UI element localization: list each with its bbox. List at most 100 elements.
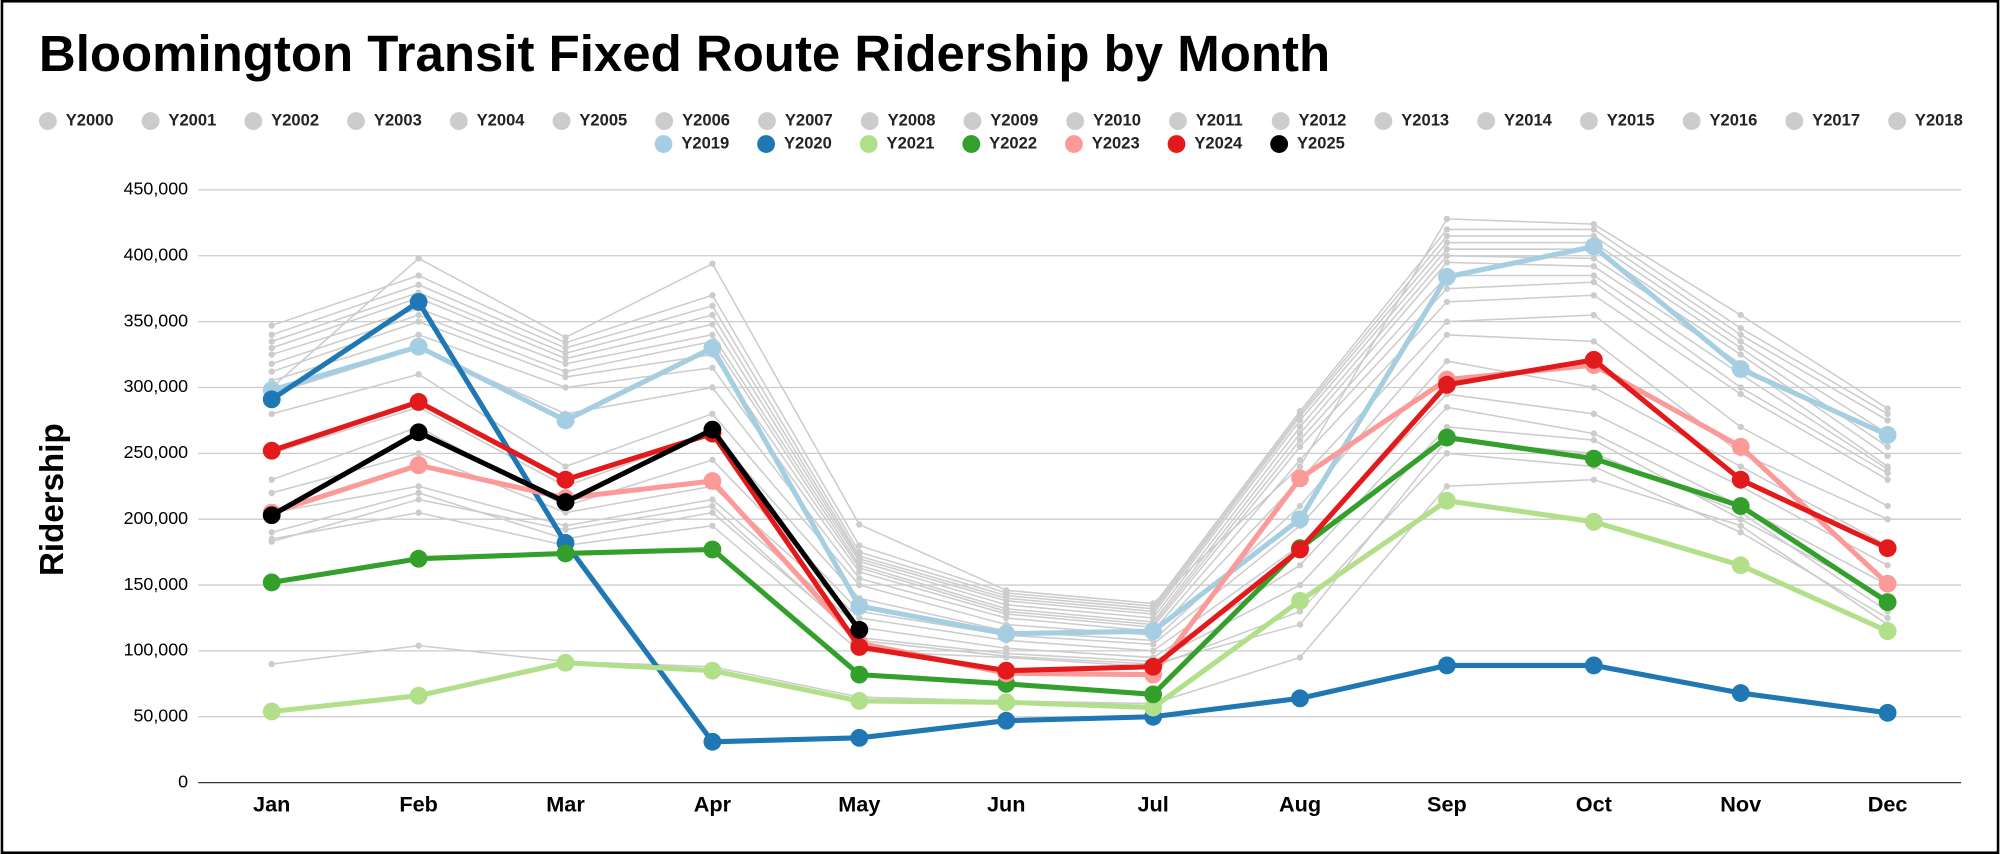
data-point xyxy=(1731,556,1750,575)
data-point xyxy=(1437,375,1456,394)
data-point xyxy=(1296,456,1304,464)
data-point xyxy=(409,337,428,356)
data-point xyxy=(562,463,569,470)
legend-swatch xyxy=(1682,112,1701,131)
data-point xyxy=(709,522,716,529)
legend-swatch xyxy=(655,112,674,131)
data-point xyxy=(1291,510,1309,529)
data-point xyxy=(1884,614,1891,622)
data-point xyxy=(1590,226,1598,233)
data-point xyxy=(556,544,575,563)
data-point xyxy=(1584,512,1603,531)
data-point xyxy=(1437,267,1456,286)
data-point xyxy=(1590,384,1598,391)
legend-swatch xyxy=(757,135,776,153)
series-line xyxy=(271,452,1889,668)
data-point xyxy=(415,272,422,279)
data-point xyxy=(1590,311,1598,319)
data-point xyxy=(409,393,428,411)
data-point xyxy=(1737,423,1744,431)
data-point xyxy=(409,686,428,705)
data-point xyxy=(709,302,716,310)
data-point xyxy=(1144,657,1163,676)
data-point xyxy=(1590,255,1598,262)
data-point xyxy=(1884,410,1891,418)
legend-swatch xyxy=(963,112,982,131)
data-point xyxy=(415,255,422,262)
data-point xyxy=(1737,390,1744,398)
data-point xyxy=(415,642,422,649)
data-point xyxy=(268,529,275,536)
data-point xyxy=(1884,452,1891,460)
y-tick-label: 350,000 xyxy=(124,310,189,330)
data-point xyxy=(1584,656,1603,675)
x-tick-label: Jan xyxy=(253,791,290,816)
data-point xyxy=(856,542,863,549)
y-tick-label: 250,000 xyxy=(124,442,189,462)
data-point xyxy=(1731,470,1750,489)
data-point xyxy=(268,410,275,418)
data-point xyxy=(1443,450,1451,457)
data-point xyxy=(1884,516,1891,523)
series-line xyxy=(271,218,1889,605)
legend-swatch xyxy=(1374,112,1393,131)
legend-label: Y2025 xyxy=(1297,133,1345,152)
legend-swatch xyxy=(1167,135,1186,153)
data-point xyxy=(709,364,716,371)
data-point xyxy=(1437,491,1456,510)
data-point xyxy=(1878,425,1897,444)
data-point xyxy=(1443,331,1451,338)
legend-label: Y2019 xyxy=(681,133,729,152)
data-point xyxy=(850,597,869,616)
data-point xyxy=(562,526,569,533)
data-point xyxy=(1884,405,1891,412)
data-point xyxy=(856,521,863,528)
legend-label: Y2016 xyxy=(1709,110,1757,129)
data-point xyxy=(1590,220,1598,228)
data-point xyxy=(262,390,281,409)
x-tick-label: Sep xyxy=(1427,791,1467,816)
data-point xyxy=(1291,591,1309,610)
data-point xyxy=(1443,298,1451,306)
data-point xyxy=(856,614,863,622)
data-point xyxy=(997,693,1016,712)
legend-swatch xyxy=(1065,135,1083,153)
x-tick-label: Dec xyxy=(1868,791,1908,816)
series-line xyxy=(271,255,1889,619)
data-point xyxy=(409,456,428,475)
data-point xyxy=(1878,622,1897,641)
data-point xyxy=(703,339,722,357)
data-point xyxy=(562,339,569,346)
data-point xyxy=(1878,593,1897,612)
data-point xyxy=(1149,600,1157,607)
data-point xyxy=(709,496,716,503)
legend-label: Y2004 xyxy=(477,110,526,129)
x-tick-label: Mar xyxy=(546,791,585,816)
data-point xyxy=(997,624,1016,643)
data-point xyxy=(1590,430,1598,437)
series-line xyxy=(271,274,1889,626)
data-point xyxy=(409,292,428,311)
legend-label: Y2011 xyxy=(1196,110,1243,129)
legend-label: Y2017 xyxy=(1812,110,1860,129)
legend-swatch xyxy=(860,112,879,131)
data-point xyxy=(850,638,869,656)
legend-label: Y2014 xyxy=(1504,110,1553,129)
data-point xyxy=(1590,476,1598,483)
series-line xyxy=(271,261,1889,623)
data-point xyxy=(409,549,428,568)
data-point xyxy=(1296,608,1304,615)
data-point xyxy=(703,732,722,751)
x-tick-label: Feb xyxy=(399,791,438,816)
data-point xyxy=(1291,540,1309,559)
series-line xyxy=(271,406,1888,659)
data-point xyxy=(1443,404,1451,411)
data-point xyxy=(1590,278,1598,286)
legend-swatch xyxy=(1169,112,1187,131)
data-point xyxy=(415,371,422,378)
legend-swatch xyxy=(449,112,468,131)
data-point xyxy=(1737,529,1744,536)
data-point xyxy=(1437,428,1456,447)
x-tick-label: Nov xyxy=(1720,791,1761,816)
